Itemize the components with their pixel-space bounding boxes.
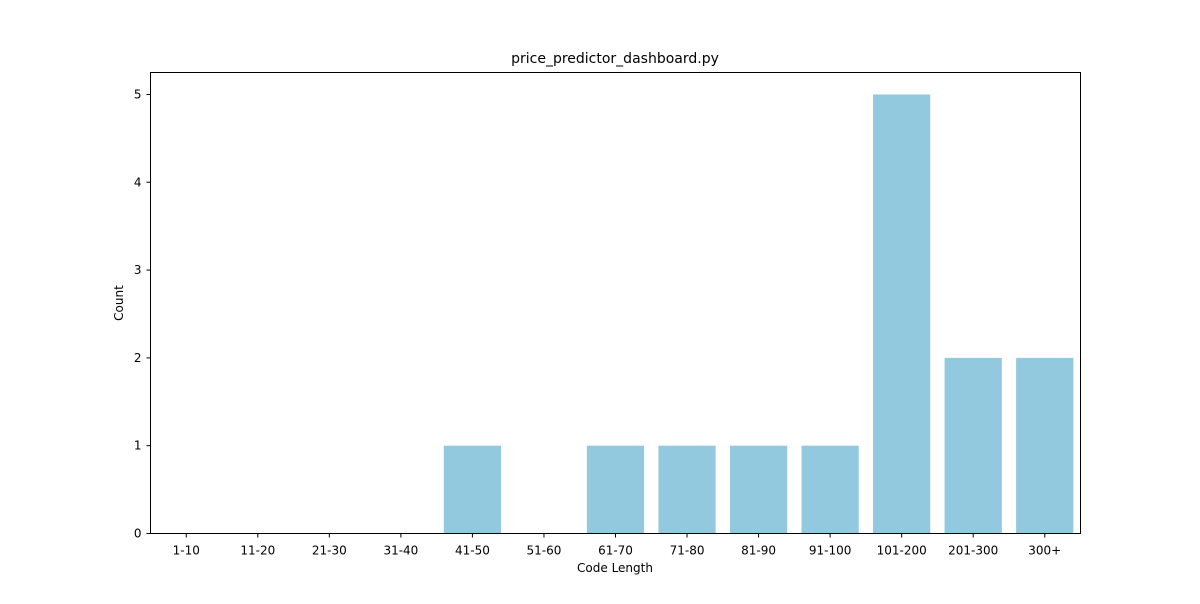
bar-101-200 [873, 94, 931, 534]
bar-61-70 [586, 445, 645, 534]
y-tick-label: 2 [134, 351, 142, 365]
x-tick-label: 81-90 [741, 544, 776, 558]
y-axis: 0 1 2 3 4 5 [134, 87, 151, 541]
x-tick-label: 1-10 [173, 544, 200, 558]
y-tick-label: 3 [134, 263, 142, 277]
x-tick-label: 51-60 [527, 544, 562, 558]
y-axis-label: Count [112, 285, 126, 321]
bar-81-90 [729, 445, 788, 534]
chart-title: price_predictor_dashboard.py [511, 51, 719, 67]
x-tick-label: 91-100 [809, 544, 852, 558]
x-axis: 1-10 11-20 21-30 31-40 41-50 51-60 61-70 71-80 8… [173, 533, 1061, 558]
x-tick-label: 201-300 [948, 544, 998, 558]
y-tick-label: 1 [134, 439, 142, 453]
bar-91-100 [801, 445, 859, 534]
y-tick-label: 5 [134, 87, 142, 101]
x-tick-label: 61-70 [598, 544, 633, 558]
x-axis-label: Code Length [577, 561, 653, 575]
x-tick-label: 21-30 [312, 544, 347, 558]
y-tick-label: 4 [134, 175, 142, 189]
x-tick-label: 101-200 [877, 544, 927, 558]
y-tick-label: 0 [134, 527, 142, 541]
x-tick-label: 71-80 [670, 544, 705, 558]
x-tick-label: 41-50 [455, 544, 490, 558]
bar-201-300 [944, 357, 1002, 534]
bar-71-80 [658, 445, 716, 534]
bar-300+ [1016, 357, 1074, 534]
bars-layer [443, 94, 1074, 534]
x-tick-label: 11-20 [240, 544, 275, 558]
bar-41-50 [443, 445, 502, 534]
x-tick-label: 31-40 [383, 544, 418, 558]
x-tick-label: 300+ [1028, 544, 1061, 558]
